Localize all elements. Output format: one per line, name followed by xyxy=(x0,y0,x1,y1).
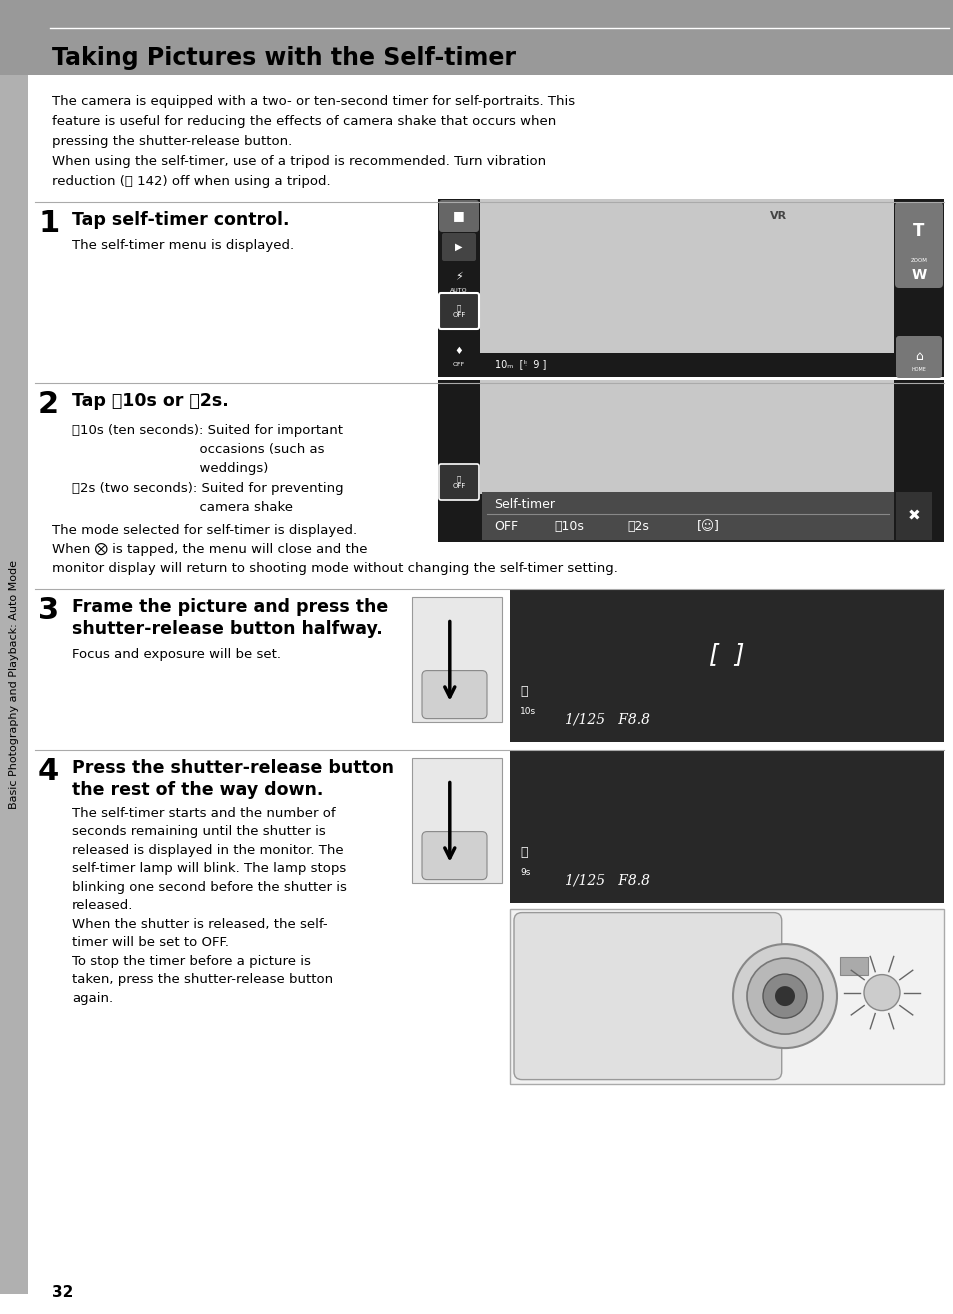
Text: ⚡: ⚡ xyxy=(455,272,462,283)
Text: the rest of the way down.: the rest of the way down. xyxy=(71,781,323,799)
Bar xyxy=(412,597,501,721)
Text: released is displayed in the monitor. The: released is displayed in the monitor. Th… xyxy=(71,844,343,857)
Text: ⓧ: ⓧ xyxy=(519,846,527,859)
Text: Press the shutter-release button: Press the shutter-release button xyxy=(71,758,394,777)
Bar xyxy=(412,758,501,883)
Bar xyxy=(510,590,943,741)
Text: ZOOM: ZOOM xyxy=(909,259,926,264)
Text: OFF: OFF xyxy=(453,361,465,367)
Text: 1/125   F8.8: 1/125 F8.8 xyxy=(564,712,649,727)
Text: To stop the timer before a picture is: To stop the timer before a picture is xyxy=(71,954,311,967)
Text: ⓧ
OFF: ⓧ OFF xyxy=(452,476,465,489)
Text: When the shutter is released, the self-: When the shutter is released, the self- xyxy=(71,917,327,930)
Text: T: T xyxy=(912,222,923,240)
Text: Tap self-timer control.: Tap self-timer control. xyxy=(71,212,289,229)
Text: 10ₘ  [ᴵᵎ  9 ]: 10ₘ [ᴵᵎ 9 ] xyxy=(495,359,546,369)
Text: shutter-release button halfway.: shutter-release button halfway. xyxy=(71,620,382,637)
Circle shape xyxy=(746,958,822,1034)
Bar xyxy=(479,198,893,353)
Circle shape xyxy=(863,975,899,1010)
Text: When ⨂ is tapped, the menu will close and the: When ⨂ is tapped, the menu will close an… xyxy=(52,543,367,556)
Text: ■: ■ xyxy=(453,209,464,222)
FancyBboxPatch shape xyxy=(421,832,486,879)
Text: Self-timer: Self-timer xyxy=(494,498,555,511)
Bar xyxy=(0,0,953,75)
Text: occasions (such as: occasions (such as xyxy=(71,443,324,456)
Text: When using the self-timer, use of a tripod is recommended. Turn vibration: When using the self-timer, use of a trip… xyxy=(52,155,545,168)
Bar xyxy=(437,198,943,377)
Text: 2: 2 xyxy=(38,390,59,419)
Text: pressing the shutter-release button.: pressing the shutter-release button. xyxy=(52,135,292,148)
Text: timer will be set to OFF.: timer will be set to OFF. xyxy=(71,936,229,949)
FancyBboxPatch shape xyxy=(895,336,941,378)
Text: Taking Pictures with the Self-timer: Taking Pictures with the Self-timer xyxy=(52,46,516,70)
FancyBboxPatch shape xyxy=(438,464,478,501)
Text: seconds remaining until the shutter is: seconds remaining until the shutter is xyxy=(71,825,325,838)
Text: Basic Photography and Playback: Auto Mode: Basic Photography and Playback: Auto Mod… xyxy=(9,560,19,809)
Text: ⓧ2s: ⓧ2s xyxy=(626,520,648,533)
Text: blinking one second before the shutter is: blinking one second before the shutter i… xyxy=(71,880,347,894)
Text: HOME: HOME xyxy=(911,368,925,372)
Text: OFF: OFF xyxy=(494,520,517,533)
Text: ⓧ
OFF: ⓧ OFF xyxy=(452,305,465,318)
Text: feature is useful for reducing the effects of camera shake that occurs when: feature is useful for reducing the effec… xyxy=(52,116,556,127)
FancyBboxPatch shape xyxy=(421,670,486,719)
Bar xyxy=(437,380,943,541)
Bar xyxy=(0,75,28,1294)
Text: 10s: 10s xyxy=(519,707,536,716)
Bar xyxy=(479,353,893,377)
Circle shape xyxy=(762,974,806,1018)
Text: ⓧ2s (two seconds): Suited for preventing: ⓧ2s (two seconds): Suited for preventing xyxy=(71,482,343,494)
Circle shape xyxy=(732,943,836,1049)
Text: The mode selected for self-timer is displayed.: The mode selected for self-timer is disp… xyxy=(52,524,356,537)
Text: ⌂: ⌂ xyxy=(914,351,922,364)
Circle shape xyxy=(774,986,794,1007)
Bar xyxy=(479,380,893,494)
Text: weddings): weddings) xyxy=(71,463,268,476)
Text: Focus and exposure will be set.: Focus and exposure will be set. xyxy=(71,648,281,661)
Text: Frame the picture and press the: Frame the picture and press the xyxy=(71,598,388,615)
FancyBboxPatch shape xyxy=(514,913,781,1080)
FancyBboxPatch shape xyxy=(894,202,942,288)
Text: 32: 32 xyxy=(52,1285,73,1300)
Text: ✖: ✖ xyxy=(906,509,920,523)
Text: released.: released. xyxy=(71,899,133,912)
Bar xyxy=(895,491,931,540)
Text: ⓧ10s (ten seconds): Suited for important: ⓧ10s (ten seconds): Suited for important xyxy=(71,424,343,438)
Bar xyxy=(840,957,867,975)
FancyBboxPatch shape xyxy=(438,200,478,233)
Text: 1/125   F8.8: 1/125 F8.8 xyxy=(564,874,649,887)
Text: 1: 1 xyxy=(38,209,59,238)
Bar xyxy=(481,491,893,540)
Text: The self-timer starts and the number of: The self-timer starts and the number of xyxy=(71,807,335,820)
Text: ⓧ10s: ⓧ10s xyxy=(554,520,583,533)
Text: self-timer lamp will blink. The lamp stops: self-timer lamp will blink. The lamp sto… xyxy=(71,862,346,875)
Text: monitor display will return to shooting mode without changing the self-timer set: monitor display will return to shooting … xyxy=(52,562,618,576)
Text: AUTO: AUTO xyxy=(450,289,467,293)
Text: Tap ⓧ10s or ⓧ2s.: Tap ⓧ10s or ⓧ2s. xyxy=(71,392,229,410)
Text: 3: 3 xyxy=(38,595,59,624)
FancyBboxPatch shape xyxy=(441,233,476,261)
Text: ♦: ♦ xyxy=(455,346,463,356)
Bar xyxy=(510,908,943,1084)
Text: [  ]: [ ] xyxy=(708,641,744,666)
Text: 4: 4 xyxy=(38,757,59,786)
Text: ▶: ▶ xyxy=(455,242,462,252)
Text: reduction (ⓧ 142) off when using a tripod.: reduction (ⓧ 142) off when using a tripo… xyxy=(52,175,331,188)
FancyBboxPatch shape xyxy=(438,293,478,328)
Text: taken, press the shutter-release button: taken, press the shutter-release button xyxy=(71,974,333,986)
Text: 9s: 9s xyxy=(519,869,530,878)
Text: W: W xyxy=(910,268,925,283)
Text: [☺]: [☺] xyxy=(697,520,720,533)
Text: camera shake: camera shake xyxy=(71,501,293,514)
Text: VR: VR xyxy=(769,212,786,221)
Text: The self-timer menu is displayed.: The self-timer menu is displayed. xyxy=(71,239,294,252)
Text: ⓧ: ⓧ xyxy=(519,685,527,698)
Bar xyxy=(510,750,943,903)
Text: The camera is equipped with a two- or ten-second timer for self-portraits. This: The camera is equipped with a two- or te… xyxy=(52,95,575,108)
Text: again.: again. xyxy=(71,992,113,1005)
